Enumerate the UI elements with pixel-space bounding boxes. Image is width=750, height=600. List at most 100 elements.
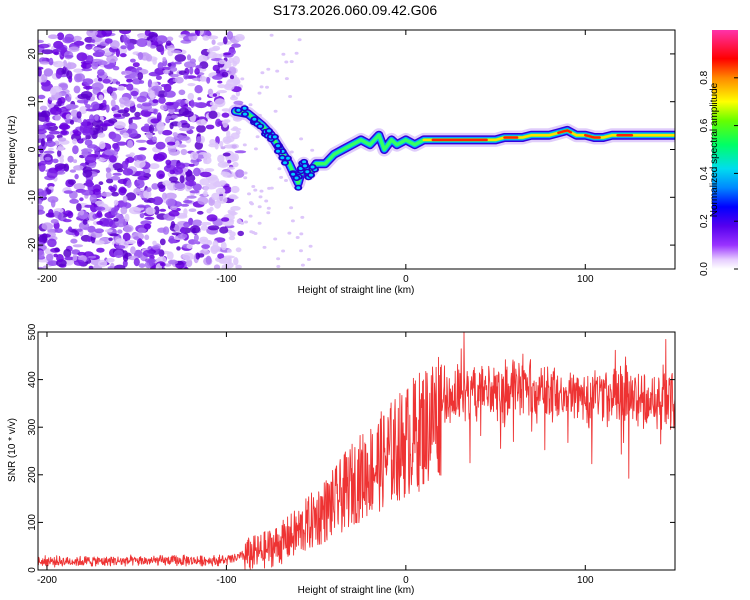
ridge-blob-core <box>242 106 247 110</box>
noise-blob <box>98 94 104 101</box>
noise-blob <box>185 180 197 187</box>
noise-blob <box>76 203 82 212</box>
noise-blob <box>164 192 177 200</box>
noise-blob <box>156 35 168 44</box>
noise-blob <box>138 147 147 151</box>
snr-x-tick-label: -100 <box>216 575 236 586</box>
noise-blob <box>65 103 77 110</box>
noise-blob <box>38 129 47 135</box>
noise-blob <box>284 77 289 81</box>
noise-blob <box>117 229 123 234</box>
ridge-blob-core <box>309 173 313 177</box>
noise-blob <box>96 60 108 65</box>
noise-blob <box>160 47 165 56</box>
noise-blob <box>235 247 242 253</box>
noise-blob <box>120 206 128 215</box>
noise-blob <box>107 87 118 92</box>
noise-blob <box>48 34 59 39</box>
noise-blob <box>159 238 166 246</box>
noise-blob <box>54 228 63 234</box>
noise-blob <box>106 55 118 63</box>
noise-blob <box>64 210 73 217</box>
noise-blob <box>38 163 46 172</box>
ridge-blob-core <box>303 164 307 168</box>
noise-blob <box>163 69 170 75</box>
noise-blob <box>99 123 111 127</box>
noise-blob <box>113 264 126 269</box>
noise-blob <box>38 133 47 141</box>
snr-x-tick-label: 100 <box>577 575 594 586</box>
noise-blob <box>54 247 60 252</box>
noise-blob <box>41 49 54 55</box>
noise-blob <box>199 75 206 82</box>
noise-blob <box>82 148 89 158</box>
noise-blob <box>84 204 94 208</box>
noise-blob <box>228 236 236 241</box>
noise-blob <box>119 30 131 35</box>
noise-blob <box>86 95 91 101</box>
noise-blob <box>269 33 274 37</box>
noise-blob <box>179 127 191 132</box>
colorbar-tick-label: 0.2 <box>699 214 710 228</box>
noise-blob <box>123 254 129 262</box>
noise-blob <box>77 138 84 144</box>
noise-blob <box>142 249 155 257</box>
noise-blob <box>229 74 235 80</box>
noise-blob <box>260 71 265 75</box>
noise-blob <box>115 238 126 244</box>
noise-blob <box>110 40 120 49</box>
noise-blob <box>179 175 185 184</box>
noise-blob <box>257 205 262 209</box>
noise-blob <box>170 73 179 78</box>
noise-blob <box>38 199 43 205</box>
noise-blob <box>76 228 83 232</box>
noise-blob <box>85 108 97 112</box>
noise-blob <box>113 249 124 258</box>
noise-blob <box>134 170 146 177</box>
noise-blob <box>217 42 224 46</box>
noise-blob <box>66 96 72 102</box>
noise-blob <box>206 76 211 84</box>
noise-blob <box>110 175 121 181</box>
noise-blob <box>103 149 116 156</box>
noise-blob <box>220 171 231 176</box>
noise-blob <box>70 109 79 118</box>
noise-blob <box>248 214 253 218</box>
noise-blob <box>148 124 155 133</box>
noise-blob <box>150 45 157 49</box>
noise-blob <box>289 60 294 64</box>
snr-x-tick-label: 0 <box>403 575 409 586</box>
noise-blob <box>122 34 128 43</box>
noise-blob <box>147 40 152 47</box>
noise-blob <box>122 132 130 139</box>
colorbar: 0.0 0.2 0.4 0.6 0.8 Normalized spectral ampl… <box>699 30 738 276</box>
noise-blob <box>73 259 85 266</box>
noise-blob <box>170 50 182 54</box>
noise-blob <box>49 96 56 101</box>
noise-blob <box>104 229 113 233</box>
noise-blob <box>81 189 94 196</box>
noise-blob <box>133 236 140 240</box>
noise-blob <box>186 244 193 249</box>
noise-blob <box>208 110 218 120</box>
noise-blob <box>69 169 76 173</box>
noise-blob <box>104 64 116 69</box>
noise-blob <box>223 83 235 91</box>
noise-blob <box>169 122 174 130</box>
noise-blob <box>111 133 122 143</box>
noise-blob <box>203 190 208 197</box>
noise-blob <box>151 183 159 190</box>
noise-blob <box>206 214 218 222</box>
spectrogram-y-tick-label: 20 <box>27 48 38 60</box>
noise-blob <box>137 204 146 208</box>
noise-blob <box>39 105 48 111</box>
snr-panel: -200 -100 0 100 0 100 200 300 400 500 Height of s… <box>7 323 676 596</box>
noise-blob <box>47 238 57 248</box>
noise-blob <box>183 221 191 228</box>
noise-blob <box>69 119 75 125</box>
noise-blob <box>94 200 105 207</box>
noise-blob <box>85 55 94 63</box>
noise-blob <box>233 257 239 266</box>
noise-blob <box>108 237 113 241</box>
